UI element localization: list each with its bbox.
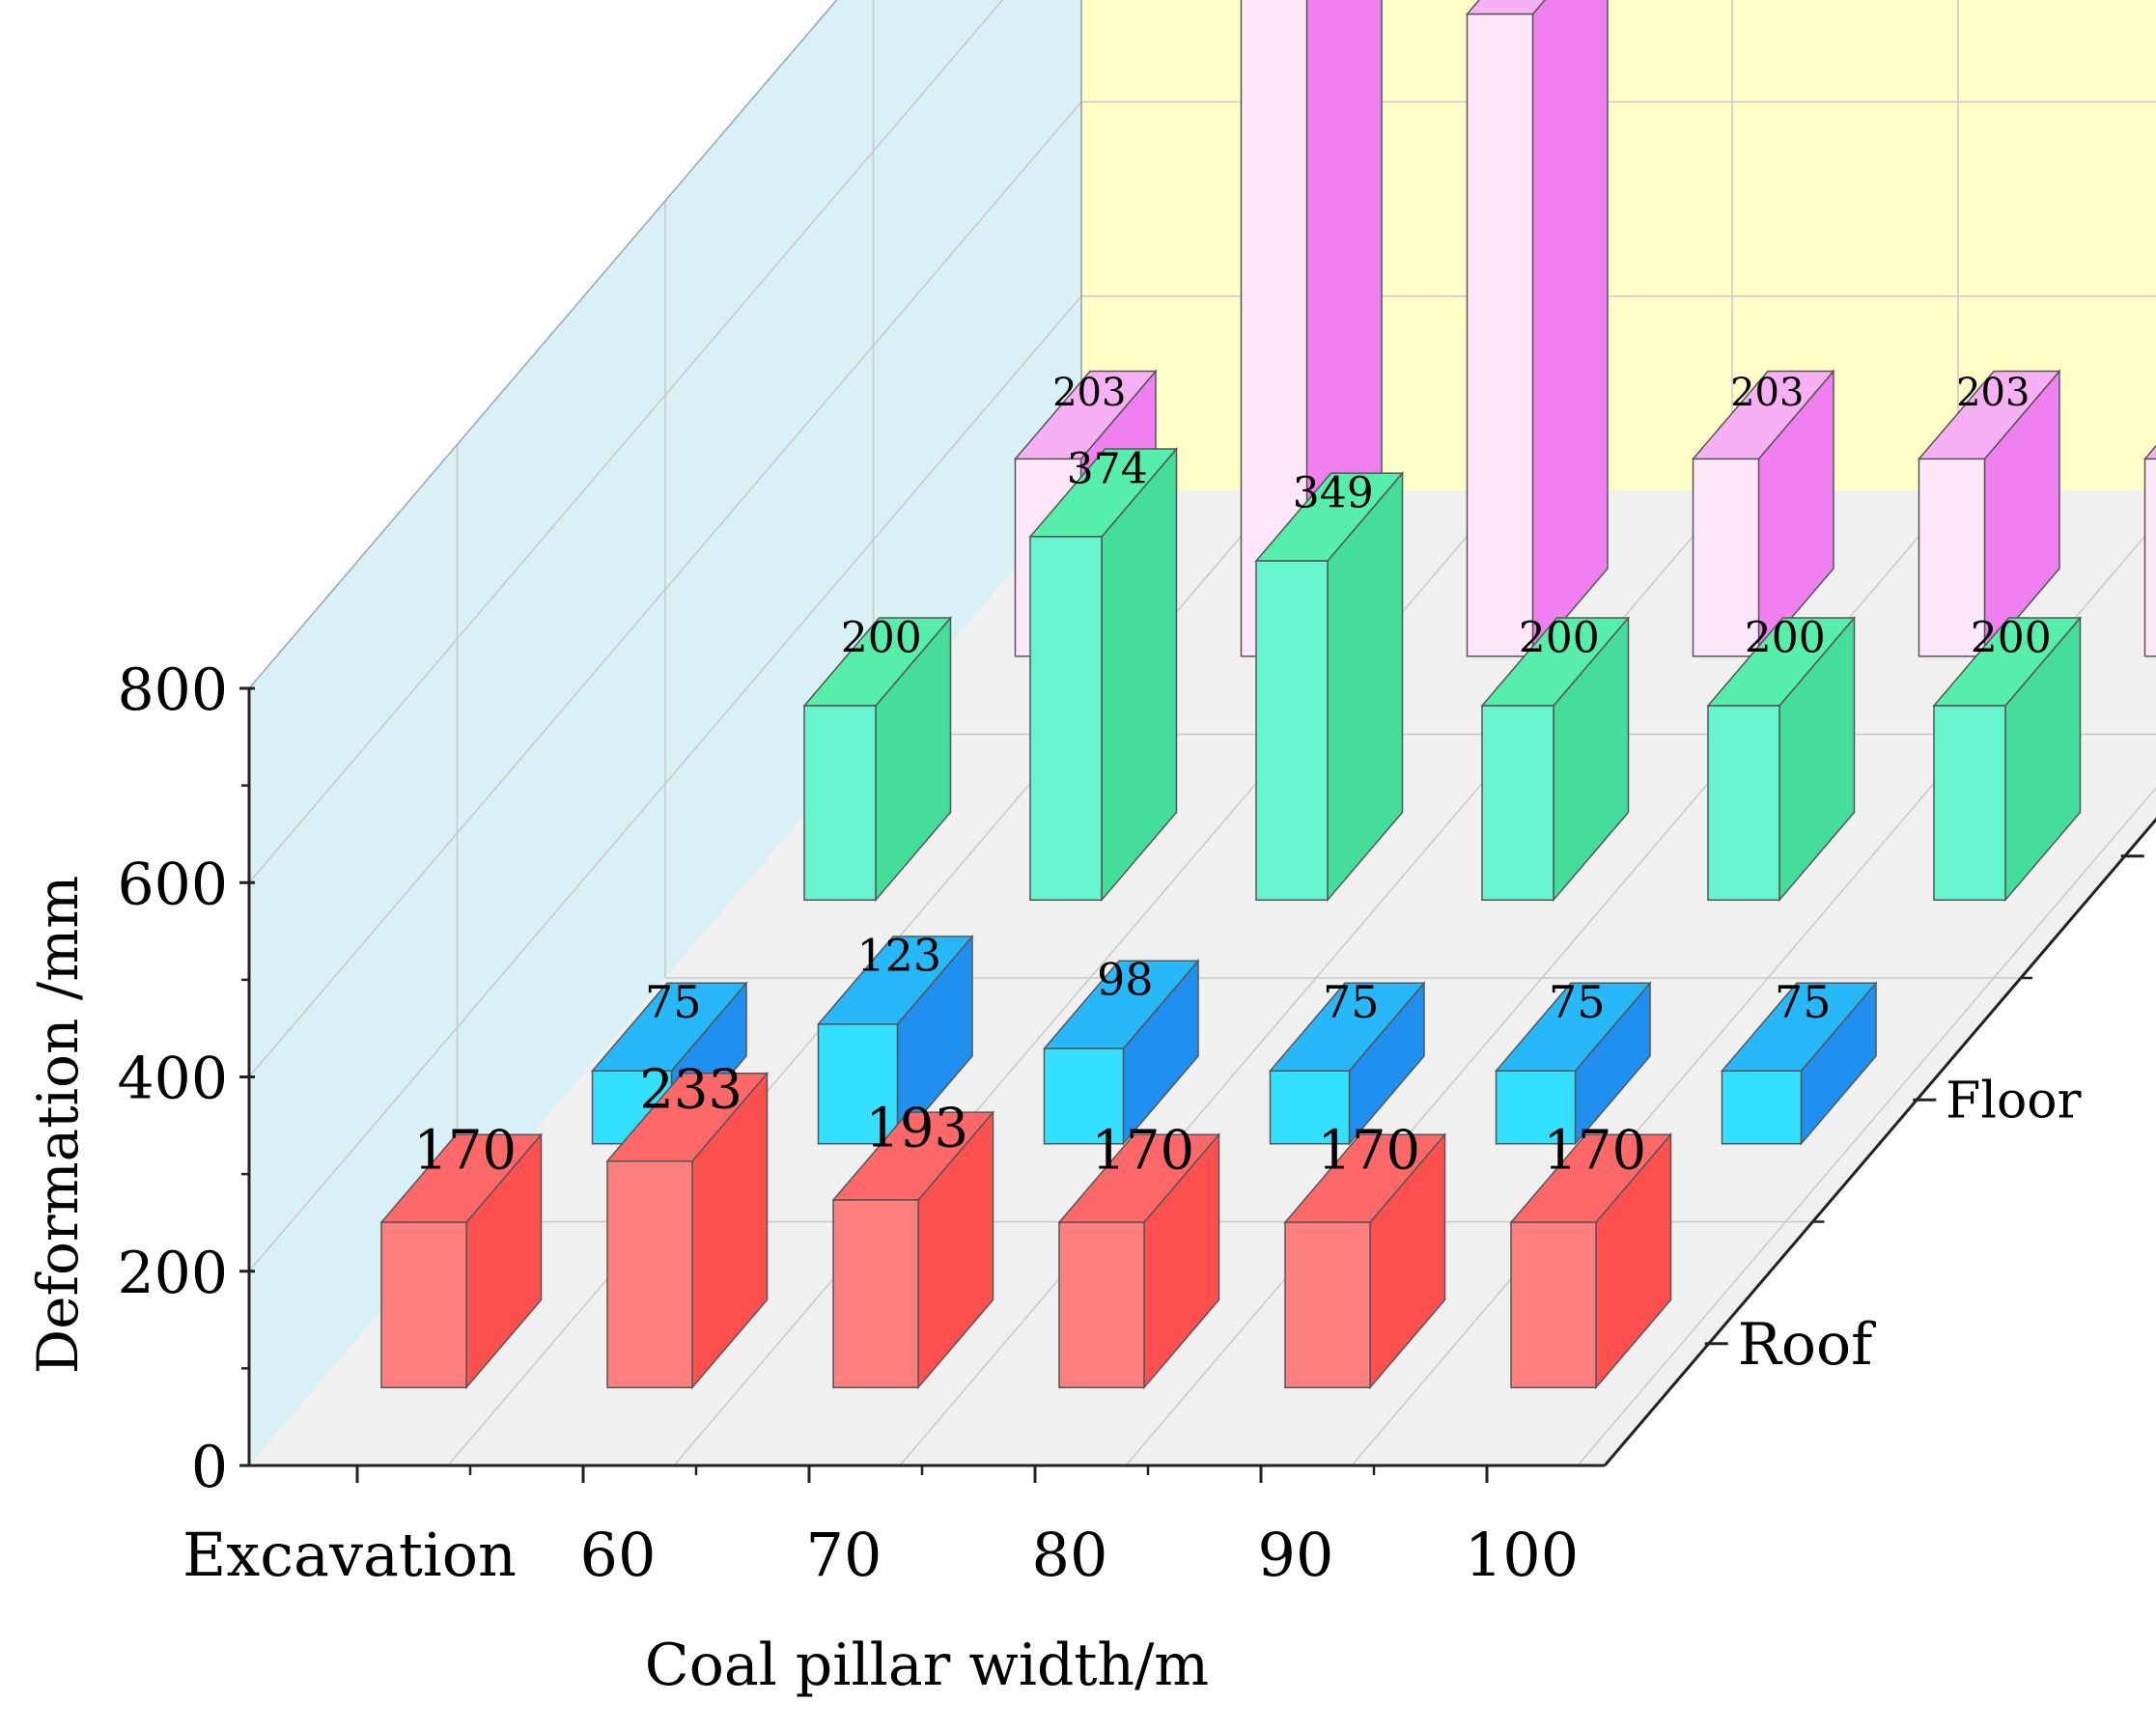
x-tick-label: 80 xyxy=(1032,1520,1108,1590)
bar-value-label: 200 xyxy=(1519,614,1600,663)
bar-roof xyxy=(1057,1132,1221,1390)
x-tick-label: Excavation xyxy=(182,1520,517,1590)
bar-roof xyxy=(831,1110,995,1390)
bar-front-face xyxy=(1058,1221,1145,1388)
bar-value-label: 98 xyxy=(1097,954,1154,1006)
bar-right xyxy=(1691,369,1835,658)
bar-value-label: 75 xyxy=(645,976,702,1028)
bar-value-label: 200 xyxy=(1745,614,1826,663)
bar-front-face xyxy=(1707,705,1780,901)
bar-floor xyxy=(1268,981,1426,1146)
bar-front-face xyxy=(2143,458,2156,657)
bar-top-face xyxy=(2142,444,2156,461)
bar-front-face xyxy=(1043,1047,1125,1145)
bar-front-face xyxy=(1029,536,1103,901)
bar-front-face xyxy=(380,1221,467,1388)
bar-front-face xyxy=(606,1159,693,1388)
x-tick-label: 60 xyxy=(580,1520,657,1590)
bar-value-label: 193 xyxy=(865,1098,968,1160)
bar-front-face xyxy=(1495,1070,1577,1145)
bar-value-label: 123 xyxy=(856,929,941,981)
bar-floor xyxy=(816,934,974,1146)
bar-value-label: 203 xyxy=(1052,371,1126,415)
bar-roof xyxy=(1509,1132,1673,1390)
x-tick-label: 90 xyxy=(1258,1520,1334,1590)
bar-roof xyxy=(379,1132,544,1390)
bar-front-face xyxy=(817,1023,899,1145)
bar-value-label: 170 xyxy=(1317,1120,1420,1183)
bar-front-face xyxy=(1933,705,2006,901)
bar-value-label: 203 xyxy=(1730,371,1804,415)
bar-front-face xyxy=(803,705,877,901)
chart-axes: 0 200 400 600 800 Excavation 60 70 80 90 100 Roof Fl… xyxy=(117,0,2156,1590)
side-wall-gridline xyxy=(248,295,1082,1272)
bar-front-face xyxy=(832,1199,919,1388)
bar-value-label: 75 xyxy=(1549,976,1606,1028)
bar-value-label: 170 xyxy=(413,1120,517,1183)
bar-front-face xyxy=(1510,1221,1597,1388)
z-tick-label: 400 xyxy=(117,1046,228,1113)
z-tick-label: 0 xyxy=(191,1434,228,1501)
bar-front-face xyxy=(1721,1070,1803,1145)
bar-left xyxy=(1932,615,2083,903)
bar-value-label: 170 xyxy=(1543,1120,1646,1183)
y-axis-title: Deformation /mm xyxy=(25,876,91,1375)
bar-side-face xyxy=(1531,0,1609,658)
side-wall-gridline xyxy=(248,101,1082,1077)
x-axis-title: Coal pillar width/m xyxy=(645,1632,1209,1699)
x-tick-label: 100 xyxy=(1465,1520,1579,1590)
bar-value-label: 374 xyxy=(1067,444,1148,493)
bar-floor xyxy=(1720,981,1878,1146)
bar-value-label: 200 xyxy=(1971,614,2052,663)
bar-value-label: 203 xyxy=(1956,371,2030,415)
chart-bars xyxy=(379,0,2156,1390)
bar-front-face xyxy=(1692,458,1760,657)
bar-front-face xyxy=(1255,560,1329,901)
side-wall-gridline xyxy=(248,0,1004,883)
bar-value-label: 233 xyxy=(639,1058,742,1121)
bar-front-face xyxy=(1481,705,1554,901)
bar-right xyxy=(1917,369,2061,658)
series-axis-label: Left xyxy=(2154,830,2156,882)
bar-front-face xyxy=(1466,13,1534,657)
bar-left xyxy=(1706,615,1857,903)
bar-right xyxy=(1465,0,1609,658)
bar-roof xyxy=(1283,1132,1447,1390)
bar-front-face xyxy=(1918,458,1986,657)
bar-roof xyxy=(605,1071,770,1390)
bar-right xyxy=(2142,444,2156,657)
bar-left xyxy=(1480,615,1631,903)
bar-floor xyxy=(1494,981,1652,1146)
bar-front-face xyxy=(1269,1070,1351,1145)
side-wall-edge xyxy=(248,0,838,689)
bar-value-label: 170 xyxy=(1091,1120,1194,1183)
chart-labels: 2037476612032032032003743492002002007512… xyxy=(413,371,2052,1183)
bar-value-label: 75 xyxy=(1323,976,1380,1028)
bar-value-label: 349 xyxy=(1293,469,1374,518)
bar-left xyxy=(802,615,953,903)
bar-value-label: 200 xyxy=(841,614,922,663)
series-axis-label: Roof xyxy=(1738,1311,1876,1379)
bar-floor xyxy=(1042,959,1200,1146)
bar-value-label: 75 xyxy=(1775,976,1832,1028)
z-tick-label: 800 xyxy=(117,656,228,724)
bar-left xyxy=(1028,446,1179,903)
bar-front-face xyxy=(1284,1221,1371,1388)
z-tick-label: 200 xyxy=(117,1240,228,1307)
series-axis-label: Floor xyxy=(1946,1072,2081,1130)
x-tick-label: 70 xyxy=(806,1520,882,1590)
z-tick-label: 600 xyxy=(117,851,228,918)
bar-left xyxy=(1254,471,1405,903)
